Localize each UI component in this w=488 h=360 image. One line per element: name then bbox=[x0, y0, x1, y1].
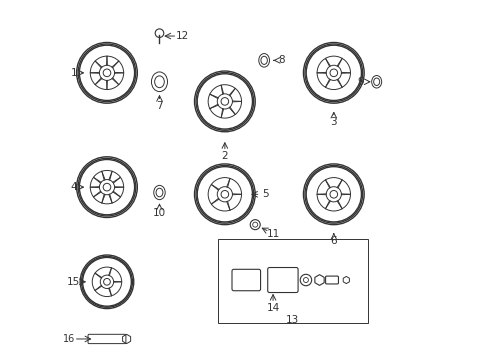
Text: 7: 7 bbox=[156, 101, 163, 111]
Text: 15: 15 bbox=[67, 277, 80, 287]
Text: 8: 8 bbox=[278, 55, 285, 65]
Text: 6: 6 bbox=[330, 237, 336, 247]
Text: 4: 4 bbox=[70, 182, 77, 192]
Text: 5: 5 bbox=[262, 189, 268, 199]
Text: 14: 14 bbox=[266, 302, 279, 312]
Text: 13: 13 bbox=[285, 315, 299, 325]
Text: 3: 3 bbox=[330, 117, 336, 127]
Text: 10: 10 bbox=[153, 208, 166, 218]
Text: 9: 9 bbox=[357, 77, 364, 87]
Text: 1: 1 bbox=[70, 68, 77, 78]
Text: 12: 12 bbox=[176, 31, 189, 41]
Text: 11: 11 bbox=[266, 229, 280, 239]
Text: 16: 16 bbox=[63, 334, 76, 344]
Text: 2: 2 bbox=[221, 151, 228, 161]
Bar bbox=[217, 239, 367, 323]
